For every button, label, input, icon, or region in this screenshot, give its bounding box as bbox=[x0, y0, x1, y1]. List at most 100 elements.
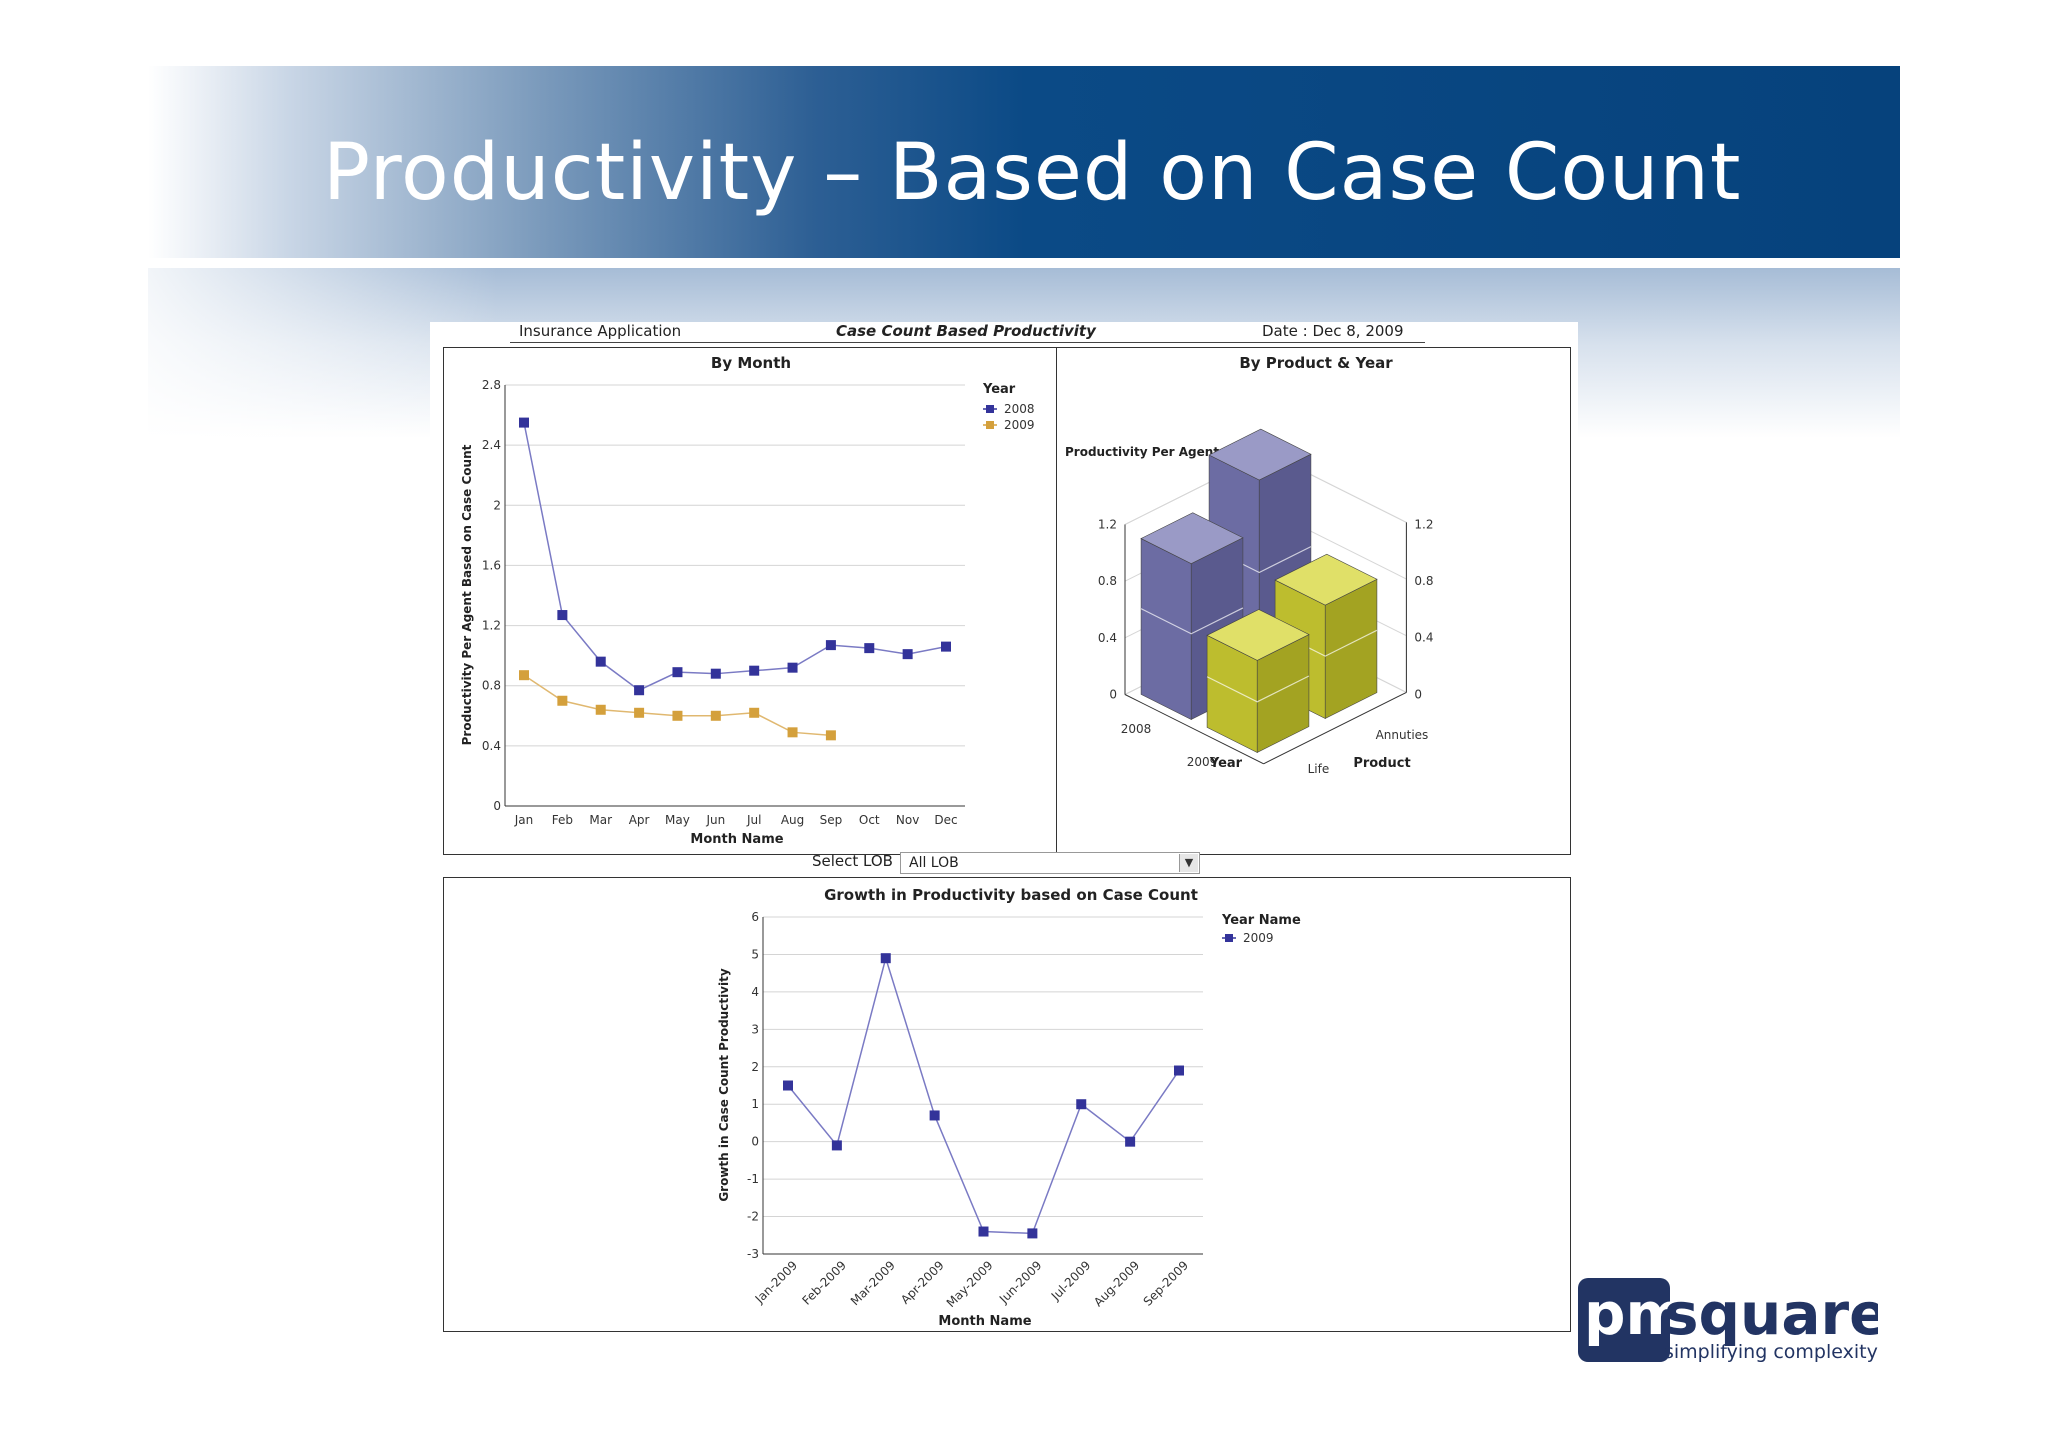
x-tick-label: Feb bbox=[552, 813, 573, 827]
x-tick-label: Jun bbox=[705, 813, 725, 827]
legend-marker bbox=[1225, 934, 1233, 942]
data-point-2009 bbox=[1125, 1136, 1136, 1147]
y-tick-label: 4 bbox=[751, 985, 759, 999]
data-point-2009 bbox=[672, 710, 683, 721]
y-tick-label: 5 bbox=[751, 947, 759, 961]
x-tick-label: Jan bbox=[514, 813, 534, 827]
legend-label: 2008 bbox=[1004, 402, 1035, 416]
data-point-2009 bbox=[1174, 1065, 1184, 1076]
x-axis-title: Year bbox=[1209, 756, 1243, 771]
data-point-2009 bbox=[831, 1140, 842, 1151]
y-tick-label: 0.4 bbox=[1098, 631, 1117, 645]
z-axis bbox=[1263, 691, 1407, 765]
data-point-2008 bbox=[787, 662, 798, 673]
x-tick-label: Jan-2009 bbox=[752, 1258, 800, 1306]
chart-title: Growth in Productivity based on Case Cou… bbox=[824, 886, 1198, 904]
title-banner: Productivity – Based on Case Count bbox=[148, 66, 1900, 258]
bottom-chart-frame bbox=[443, 877, 1571, 1332]
bar-top-2008-Life bbox=[1140, 512, 1244, 564]
data-point-2008 bbox=[634, 685, 645, 696]
pmsquare-logo: pm square simplifying complexity bbox=[1578, 1278, 1878, 1363]
data-point-2008 bbox=[941, 641, 951, 652]
product-tick-label: Annuties bbox=[1376, 728, 1429, 742]
year-tick-label: 2008 bbox=[1121, 722, 1152, 736]
legend-marker bbox=[986, 405, 994, 413]
lob-dropdown[interactable]: All LOB ▼ bbox=[900, 852, 1200, 874]
x-tick-label: Apr bbox=[629, 813, 650, 827]
x-axis bbox=[1124, 694, 1264, 765]
y-tick-label: 0.4 bbox=[482, 739, 501, 753]
lob-dropdown-value: All LOB bbox=[909, 855, 959, 871]
data-point-2008 bbox=[864, 643, 875, 654]
y-tick-label: 0 bbox=[1109, 688, 1117, 702]
logo-pm: pm bbox=[1584, 1280, 1686, 1348]
data-point-2008 bbox=[519, 417, 529, 428]
x-tick-label: Aug bbox=[781, 813, 804, 827]
series-line-2008 bbox=[523, 422, 947, 692]
app-name: Insurance Application bbox=[519, 322, 682, 340]
data-point-2008 bbox=[595, 656, 606, 667]
product-tick-label: Life bbox=[1308, 762, 1330, 776]
report-title: Case Count Based Productivity bbox=[836, 322, 1096, 340]
x-tick-label: Feb-2009 bbox=[799, 1258, 849, 1308]
bar-top-2009-Life bbox=[1206, 609, 1310, 661]
x-tick-label: Mar bbox=[589, 813, 612, 827]
y-tick-label: 1 bbox=[751, 1097, 759, 1111]
bar-top-2008-Annuties bbox=[1208, 428, 1312, 481]
data-point-2009 bbox=[749, 707, 760, 718]
x-tick-label: Dec bbox=[934, 813, 957, 827]
y-tick-label: 0 bbox=[493, 799, 501, 813]
y-tick-label: 1.2 bbox=[482, 619, 501, 633]
data-point-2008 bbox=[557, 610, 568, 621]
by-month-chart: By Month 0 0.4 0.8 1.2 1.6 2 2.4 2.8 Jan Feb Mar Apr… bbox=[460, 354, 1035, 847]
select-lob-label: Select LOB bbox=[812, 852, 893, 870]
growth-chart: Growth in Productivity based on Case Cou… bbox=[717, 886, 1301, 1329]
x-tick-label: Jun-2009 bbox=[996, 1258, 1045, 1307]
chevron-down-icon[interactable]: ▼ bbox=[1179, 854, 1198, 872]
legend-title: Year Name bbox=[1221, 913, 1301, 928]
data-point-2009 bbox=[1076, 1099, 1087, 1110]
y-tick-label: 1.6 bbox=[482, 558, 501, 572]
x-tick-label: Oct bbox=[859, 813, 880, 827]
data-point-2008 bbox=[710, 668, 721, 679]
legend-marker bbox=[986, 421, 994, 429]
header-rule bbox=[510, 342, 1425, 343]
data-point-2009 bbox=[783, 1080, 793, 1091]
data-point-2009 bbox=[1027, 1228, 1038, 1239]
y-tick-label: 1.2 bbox=[1098, 518, 1117, 532]
y-tick-label-right: 0.8 bbox=[1414, 574, 1433, 588]
data-point-2009 bbox=[634, 707, 645, 718]
bar-2008-Life bbox=[1140, 538, 1192, 720]
y-tick-label: 0.8 bbox=[1098, 574, 1117, 588]
y-tick-label: 0 bbox=[751, 1135, 759, 1149]
charts-svg: By Month 0 0.4 0.8 1.2 1.6 2 2.4 2.8 Jan Feb Mar Apr… bbox=[460, 354, 1433, 1329]
legend-label: 2009 bbox=[1243, 931, 1274, 945]
data-point-2009 bbox=[519, 670, 529, 681]
data-point-2009 bbox=[880, 953, 891, 964]
logo-square: square bbox=[1664, 1280, 1878, 1348]
data-point-2009 bbox=[595, 704, 606, 715]
x-axis-title: Month Name bbox=[938, 1314, 1031, 1329]
bar-highlight bbox=[1206, 675, 1310, 703]
bar-top-2009-Annuties bbox=[1274, 553, 1378, 606]
y-tick-label: -2 bbox=[747, 1210, 759, 1224]
y-tick-label: 2.4 bbox=[482, 438, 501, 452]
x-tick-label: Aug-2009 bbox=[1091, 1258, 1142, 1309]
y-tick-label: 2 bbox=[493, 498, 501, 512]
chart-title: By Month bbox=[711, 354, 791, 372]
data-point-2008 bbox=[825, 640, 836, 651]
x-tick-label: May bbox=[665, 813, 690, 827]
report-panel: Insurance Application Case Count Based P… bbox=[430, 322, 1578, 1342]
y-tick-label: -1 bbox=[747, 1172, 759, 1186]
z-axis-title: Product bbox=[1353, 756, 1410, 771]
y-tick-label: 3 bbox=[751, 1022, 759, 1036]
series-line-2009 bbox=[523, 674, 831, 737]
x-tick-label: Sep bbox=[820, 813, 843, 827]
year-tick-label: 2009 bbox=[1187, 755, 1218, 769]
y-tick-label-right: 0 bbox=[1414, 687, 1422, 701]
data-point-2009 bbox=[929, 1110, 940, 1121]
data-point-2009 bbox=[787, 727, 798, 738]
y-tick-label: 6 bbox=[751, 910, 759, 924]
y-tick-label: 0.8 bbox=[482, 679, 501, 693]
